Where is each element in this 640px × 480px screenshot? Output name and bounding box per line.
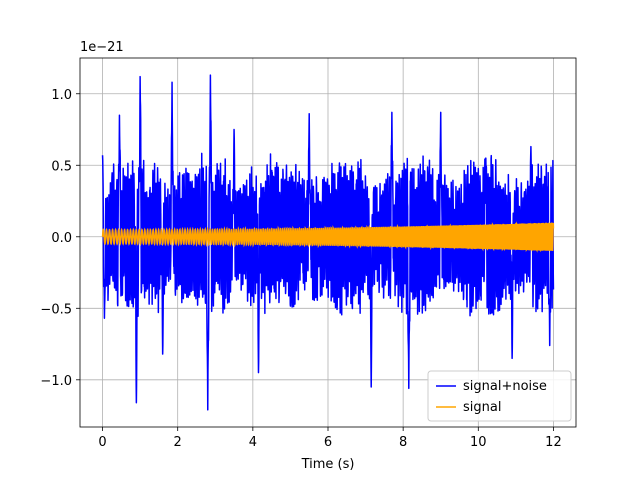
y-tick-label: −1.0 [40,374,72,389]
x-tick-label: 0 [98,435,106,450]
y-tick-label: 1.0 [51,88,72,103]
y-axis-ticks: −1.0 −0.5 0.0 0.5 1.0 [40,88,80,389]
y-tick-label: 0.0 [51,231,72,246]
x-axis-label: Time (s) [301,457,355,472]
x-tick-label: 6 [324,435,332,450]
y-tick-label: 0.5 [51,159,72,174]
legend: signal+noise signal [427,370,572,422]
x-tick-label: 2 [174,435,182,450]
x-tick-label: 10 [470,435,487,450]
legend-label-signal-noise: signal+noise [463,379,547,394]
y-tick-label: −0.5 [40,302,72,317]
y-offset-text: 1e−21 [80,40,124,55]
plot-area [101,74,555,411]
legend-label-signal: signal [463,400,501,415]
x-tick-label: 8 [399,435,407,450]
x-axis-ticks: 0 2 4 6 8 10 12 [98,427,562,450]
x-tick-label: 12 [545,435,562,450]
legend-box [427,370,572,422]
series-line-signal [101,221,555,253]
x-tick-label: 4 [249,435,257,450]
series-line-signal-noise [101,74,555,411]
